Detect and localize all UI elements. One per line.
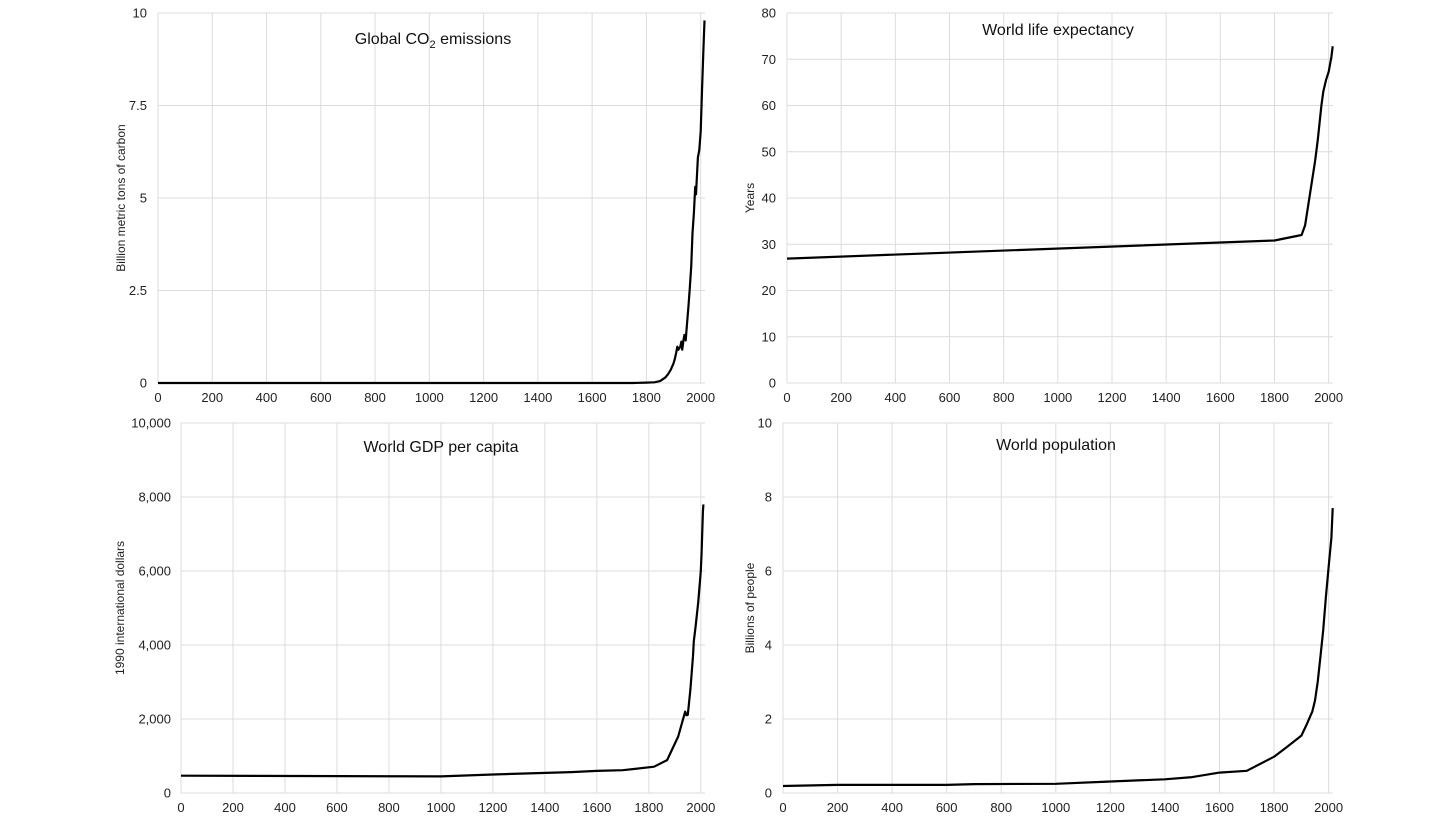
y-tick-label: 2.5: [129, 283, 147, 298]
y-tick-label: 60: [762, 98, 776, 113]
x-tick-label: 0: [177, 800, 184, 815]
y-tick-label: 10: [758, 416, 772, 431]
x-tick-label: 200: [201, 390, 223, 405]
x-tick-label: 1400: [1152, 390, 1181, 405]
y-tick-label: 70: [762, 52, 776, 67]
x-tick-label: 400: [884, 390, 906, 405]
title-tail: emissions: [436, 31, 512, 48]
x-tick-label: 1200: [478, 800, 507, 815]
y-tick-label: 10: [133, 6, 147, 21]
y-tick-label: 6: [765, 564, 772, 579]
y-tick-label: 0: [765, 786, 772, 801]
series-line: [180, 504, 705, 778]
x-tick-label: 2000: [1314, 800, 1343, 815]
y-tick-label: 2,000: [138, 712, 171, 727]
x-tick-label: 2000: [686, 390, 715, 405]
x-tick-label: 400: [881, 800, 903, 815]
x-tick-label: 1800: [1260, 800, 1289, 815]
y-tick-label: 0: [164, 786, 171, 801]
x-tick-label: 200: [827, 800, 849, 815]
life-expectancy-chart: 0 200 400 600 800 1000 1200 1400 1600 1800 2000 0 10…: [743, 6, 1343, 406]
gdp-per-capita-chart: 0 200 400 600 800 1000 1200 1400 1600 1800 2000 0 2,…: [113, 416, 715, 816]
y-axis-label: Billions of people: [743, 562, 757, 653]
world-population-chart: 0 200 400 600 800 1000 1200 1400 1600 1800 2000 0 2 4…: [743, 416, 1343, 816]
y-tick-label: 6,000: [138, 564, 171, 579]
y-tick-label: 30: [762, 237, 776, 252]
x-tick-label: 1600: [1206, 390, 1235, 405]
y-axis-label: Billion metric tons of carbon: [114, 124, 128, 271]
y-axis-label: Years: [743, 183, 757, 213]
y-tick-label: 50: [762, 144, 776, 159]
x-tick-label: 600: [326, 800, 348, 815]
series-line: [786, 46, 1334, 260]
x-tick-label: 1000: [1043, 390, 1072, 405]
x-tick-label: 1400: [1150, 800, 1179, 815]
y-tick-label: 8: [765, 490, 772, 505]
x-tick-label: 600: [936, 800, 958, 815]
y-tick-label: 4,000: [138, 638, 171, 653]
chart-title: Global CO2 emissions: [355, 31, 511, 51]
x-tick-label: 400: [274, 800, 296, 815]
y-tick-label: 5: [140, 191, 147, 206]
x-tick-label: 1200: [1096, 800, 1125, 815]
y-tick-label: 10,000: [131, 416, 171, 431]
series-line: [782, 508, 1334, 788]
y-tick-label: 2: [765, 712, 772, 727]
x-tick-label: 600: [939, 390, 961, 405]
y-tick-label: 0: [140, 376, 147, 391]
y-tick-label: 4: [765, 638, 772, 653]
chart-title: World GDP per capita: [363, 439, 518, 456]
x-tick-label: 1000: [1041, 800, 1070, 815]
x-tick-label: 600: [310, 390, 332, 405]
x-tick-label: 1800: [1260, 390, 1289, 405]
x-tick-label: 2000: [686, 800, 715, 815]
x-tick-label: 1200: [469, 390, 498, 405]
x-tick-label: 1800: [634, 800, 663, 815]
title-subscript: 2: [430, 39, 436, 51]
chart-title: World population: [996, 437, 1116, 454]
x-tick-label: 0: [154, 390, 161, 405]
chart-title: World life expectancy: [982, 22, 1134, 39]
x-tick-label: 0: [783, 390, 790, 405]
x-tick-label: 0: [779, 800, 786, 815]
x-tick-label: 1400: [530, 800, 559, 815]
x-tick-label: 800: [990, 800, 1012, 815]
x-tick-label: 400: [256, 390, 278, 405]
x-tick-label: 800: [378, 800, 400, 815]
co2-emissions-chart: 0 200 400 600 800 1000 1200 1400 1600 1800 2000 0 2.…: [114, 6, 715, 406]
series-line: [158, 20, 706, 385]
y-tick-label: 80: [762, 6, 776, 21]
x-tick-label: 800: [364, 390, 386, 405]
x-tick-label: 1600: [1205, 800, 1234, 815]
x-tick-label: 800: [993, 390, 1015, 405]
x-tick-label: 200: [222, 800, 244, 815]
y-tick-label: 20: [762, 283, 776, 298]
x-tick-label: 1600: [582, 800, 611, 815]
y-tick-label: 0: [769, 376, 776, 391]
y-tick-label: 10: [762, 329, 776, 344]
y-tick-label: 8,000: [138, 490, 171, 505]
x-tick-label: 1200: [1098, 390, 1127, 405]
x-tick-label: 1600: [578, 390, 607, 405]
x-tick-label: 2000: [1314, 390, 1343, 405]
x-tick-label: 1800: [632, 390, 661, 405]
y-axis-label: 1990 international dollars: [113, 541, 127, 675]
y-tick-label: 40: [762, 191, 776, 206]
x-tick-label: 1400: [523, 390, 552, 405]
x-tick-label: 1000: [415, 390, 444, 405]
x-tick-label: 1000: [426, 800, 455, 815]
y-tick-label: 7.5: [129, 98, 147, 113]
x-tick-label: 200: [830, 390, 852, 405]
